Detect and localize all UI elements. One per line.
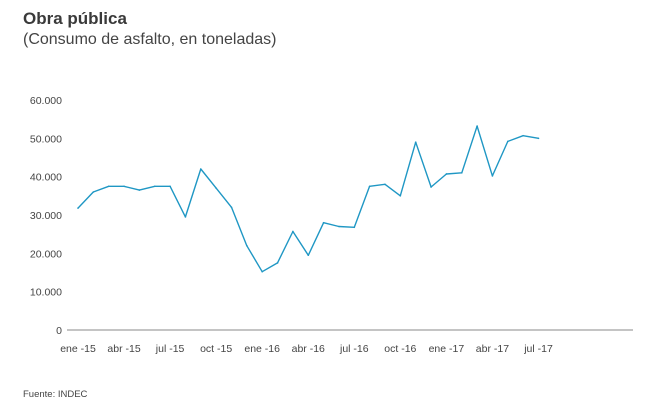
x-tick-label: jul -17 [523,343,553,355]
data-point [292,230,294,233]
chart-title: Obra pública [23,9,127,28]
x-tick-label: abr -15 [107,343,140,355]
series-line [77,125,539,273]
y-tick-label: 60.000 [30,95,62,107]
data-point [445,173,448,175]
data-point [338,225,340,228]
data-point [307,254,310,257]
x-tick-label: jul -15 [155,343,185,355]
data-point [169,185,171,188]
data-point [123,185,125,188]
x-tick-label: ene -17 [429,343,465,355]
data-point [261,270,264,273]
data-point [537,137,540,140]
x-axis-ticks: ene -15 abr -15 jul -15 oct -15 ene -16 abr -… [60,343,553,355]
data-points [77,125,540,273]
data-point [230,206,233,209]
data-point [276,262,279,264]
data-point [522,134,524,137]
x-tick-label: ene -16 [244,343,280,355]
data-point [107,185,110,188]
chart-subtitle: (Consumo de asfalto, en toneladas) [23,31,277,48]
x-tick-label: jul -16 [339,343,369,355]
y-tick-label: 30.000 [30,210,62,222]
source-note: Fuente: INDEC [23,389,88,400]
data-point [384,183,386,186]
data-point [322,221,325,224]
data-point [399,195,402,197]
y-tick-label: 20.000 [30,248,62,260]
y-tick-label: 0 [56,325,62,337]
data-point [353,226,356,229]
x-tick-label: oct -15 [200,343,232,355]
data-point [430,186,432,188]
data-point [414,141,417,143]
data-point [138,189,141,191]
data-point [184,216,187,218]
y-tick-label: 50.000 [30,133,62,145]
data-point [153,185,156,188]
data-point [246,244,248,247]
x-tick-label: abr -17 [476,343,509,355]
data-point [92,191,95,193]
x-tick-label: abr -16 [292,343,325,355]
data-point [507,140,509,143]
data-point [491,175,494,177]
x-tick-label: ene -15 [60,343,96,355]
data-point [476,125,478,127]
y-tick-label: 40.000 [30,172,62,184]
y-axis-ticks: 0 10.000 20.000 30.000 40.000 50.000 60.000 [30,95,62,337]
x-tick-label: oct -16 [384,343,416,355]
data-point [215,187,217,189]
y-tick-label: 10.000 [30,287,62,299]
data-point [460,172,463,174]
data-point [77,207,79,209]
data-point [200,168,202,170]
data-point [368,185,371,188]
